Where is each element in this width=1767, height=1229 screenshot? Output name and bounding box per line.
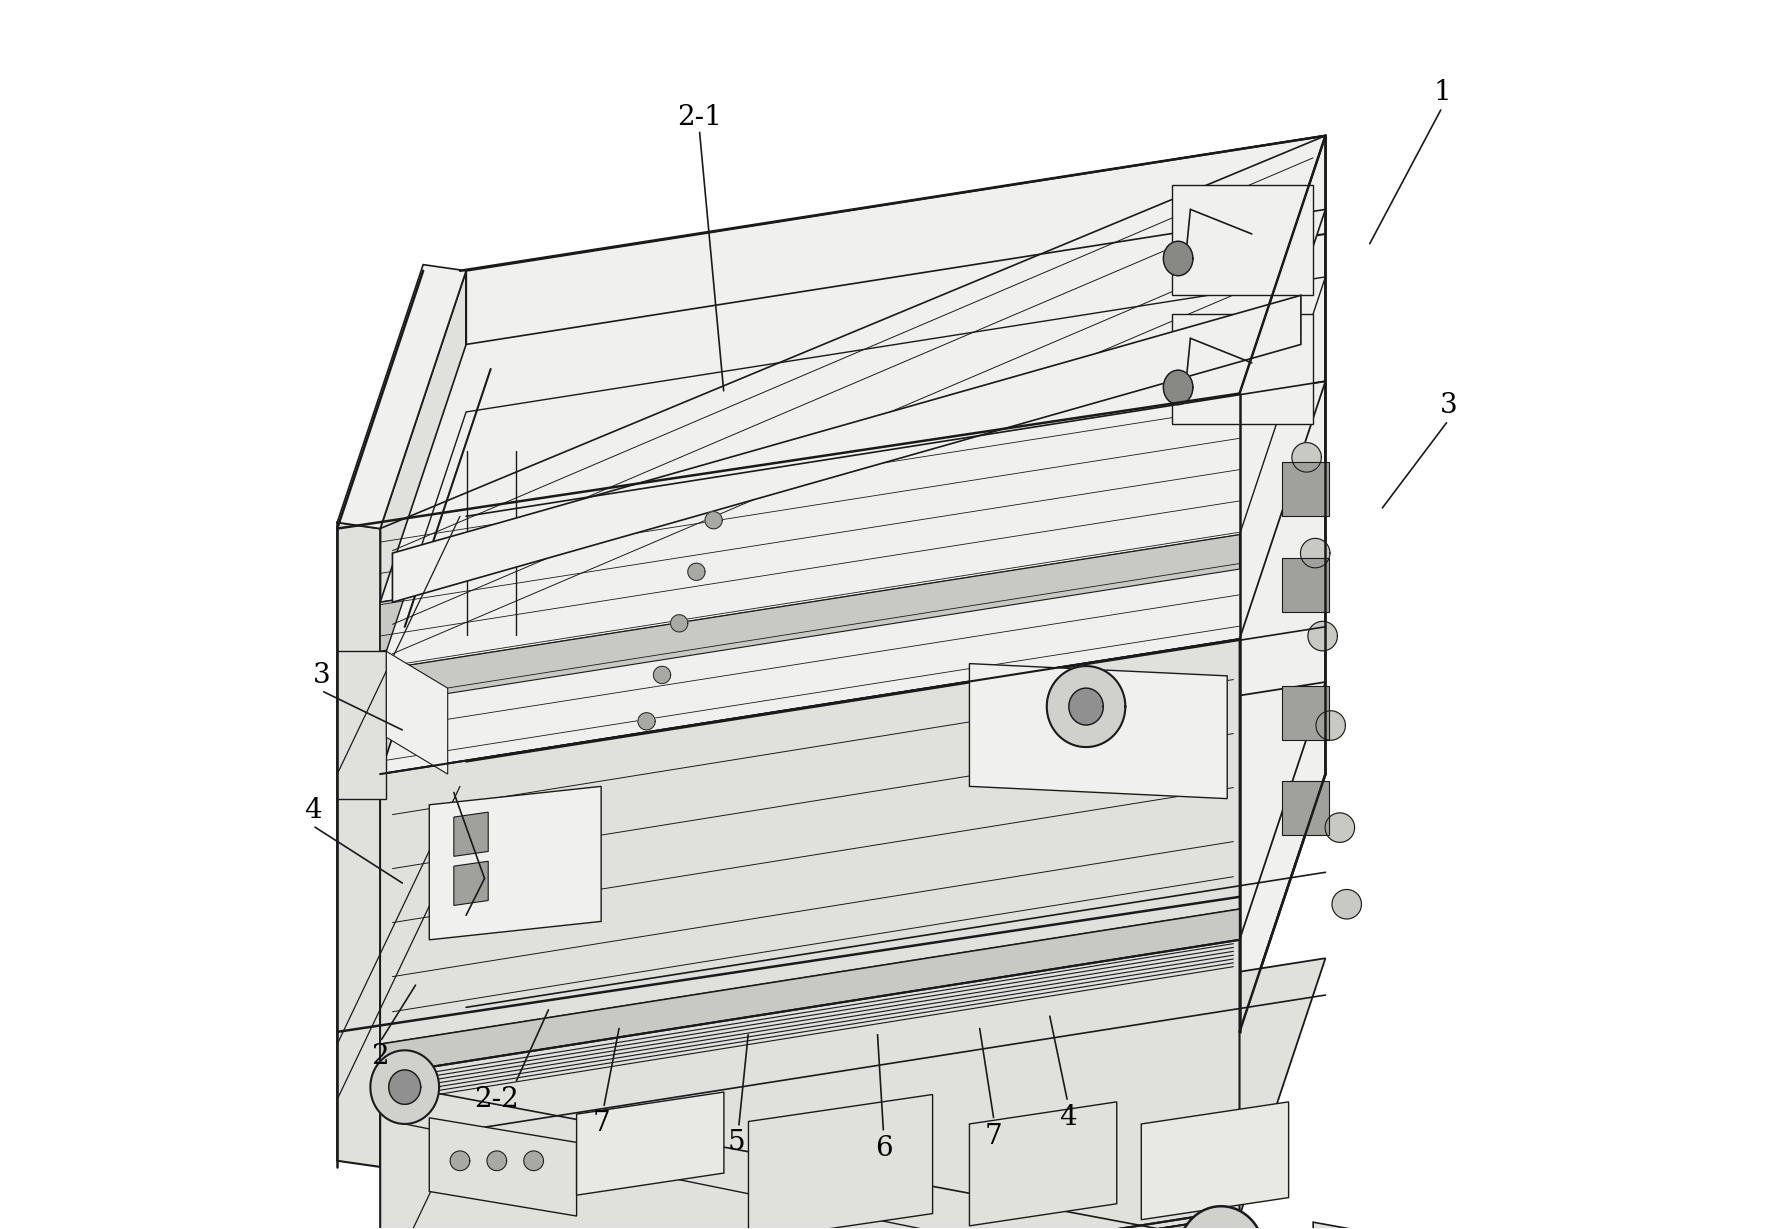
Polygon shape — [1308, 622, 1338, 651]
Text: 5: 5 — [728, 1129, 746, 1155]
Polygon shape — [454, 812, 488, 857]
Text: 7: 7 — [986, 1123, 1004, 1150]
Polygon shape — [337, 651, 387, 799]
Polygon shape — [576, 1093, 724, 1195]
Polygon shape — [1172, 313, 1313, 424]
Polygon shape — [454, 862, 488, 906]
Polygon shape — [1301, 538, 1331, 568]
Polygon shape — [380, 959, 1325, 1229]
Polygon shape — [380, 940, 1239, 1229]
Polygon shape — [1163, 370, 1193, 404]
Polygon shape — [1283, 686, 1329, 740]
Polygon shape — [1163, 241, 1193, 275]
Text: 3: 3 — [313, 662, 330, 689]
Polygon shape — [749, 1095, 933, 1229]
Polygon shape — [380, 467, 1239, 651]
Polygon shape — [380, 682, 1325, 1075]
Polygon shape — [371, 1051, 440, 1125]
Polygon shape — [1179, 1206, 1263, 1229]
Polygon shape — [1313, 1222, 1380, 1229]
Polygon shape — [1332, 890, 1361, 919]
Polygon shape — [654, 666, 671, 683]
Text: 7: 7 — [592, 1111, 610, 1138]
Polygon shape — [1046, 666, 1126, 747]
Polygon shape — [970, 664, 1228, 799]
Polygon shape — [337, 522, 380, 1166]
Polygon shape — [466, 135, 1325, 369]
Text: 2-2: 2-2 — [474, 1086, 519, 1113]
Polygon shape — [380, 270, 466, 1166]
Polygon shape — [1069, 688, 1103, 725]
Polygon shape — [970, 1102, 1117, 1225]
Polygon shape — [1283, 462, 1329, 516]
Polygon shape — [671, 614, 687, 632]
Polygon shape — [1316, 710, 1345, 740]
Polygon shape — [392, 295, 1301, 602]
Polygon shape — [429, 787, 601, 940]
Polygon shape — [380, 1215, 1239, 1229]
Polygon shape — [638, 713, 656, 730]
Polygon shape — [380, 277, 1325, 670]
Text: 2: 2 — [371, 1043, 389, 1070]
Polygon shape — [380, 381, 1325, 774]
Polygon shape — [705, 511, 723, 528]
Polygon shape — [1141, 1102, 1288, 1219]
Polygon shape — [1325, 812, 1355, 842]
Polygon shape — [523, 1152, 544, 1170]
Text: 4: 4 — [304, 798, 322, 825]
Text: 6: 6 — [875, 1136, 892, 1161]
Polygon shape — [1239, 135, 1325, 1032]
Polygon shape — [337, 264, 466, 528]
Polygon shape — [687, 563, 705, 580]
Polygon shape — [1283, 782, 1329, 836]
Polygon shape — [380, 535, 1239, 704]
Polygon shape — [1283, 558, 1329, 612]
Polygon shape — [387, 651, 447, 774]
Polygon shape — [389, 1070, 421, 1105]
Text: 4: 4 — [1058, 1105, 1076, 1132]
Text: 2-1: 2-1 — [677, 103, 721, 130]
Polygon shape — [451, 1152, 470, 1170]
Polygon shape — [380, 909, 1239, 1075]
Polygon shape — [380, 209, 1325, 602]
Polygon shape — [380, 135, 1325, 528]
Polygon shape — [1172, 184, 1313, 295]
Text: 3: 3 — [1440, 392, 1458, 419]
Polygon shape — [488, 1152, 507, 1170]
Polygon shape — [429, 1118, 576, 1215]
Polygon shape — [380, 639, 1239, 1045]
Text: 1: 1 — [1433, 79, 1451, 106]
Polygon shape — [1292, 442, 1322, 472]
